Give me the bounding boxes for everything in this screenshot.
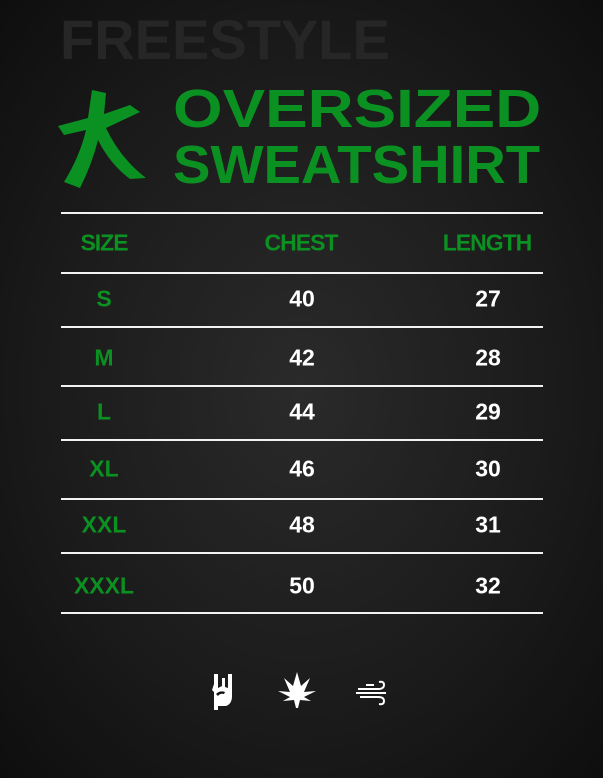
- size-cell: M: [94, 344, 114, 371]
- length-cell: 32: [475, 572, 501, 599]
- chest-cell: 48: [289, 511, 315, 538]
- divider: [61, 326, 543, 328]
- chest-cell: 40: [289, 285, 315, 312]
- title-line-1: OVERSIZED: [173, 79, 542, 139]
- size-cell: XXXL: [73, 572, 135, 599]
- length-cell: 28: [475, 344, 501, 371]
- divider: [61, 439, 543, 441]
- size-cell: L: [96, 398, 112, 425]
- size-cell: S: [96, 285, 112, 312]
- chest-cell: 50: [289, 572, 315, 599]
- divider: [61, 498, 543, 500]
- length-cell: 30: [475, 455, 501, 482]
- divider: [61, 552, 543, 554]
- wind-icon: [356, 680, 386, 706]
- logo-kanji-icon: [58, 90, 146, 188]
- size-cell: XXL: [81, 511, 127, 538]
- rock-hand-icon: [212, 674, 232, 710]
- length-cell: 27: [475, 285, 501, 312]
- background-watermark: FREESTYLE: [60, 8, 390, 71]
- length-cell: 29: [475, 398, 501, 425]
- header-length: LENGTH: [442, 229, 533, 256]
- cannabis-leaf-icon: [278, 672, 316, 708]
- divider: [61, 612, 543, 614]
- length-cell: 31: [475, 511, 501, 538]
- header-chest: CHEST: [264, 229, 339, 256]
- title-line-2: SWEATSHIRT: [173, 135, 541, 195]
- size-cell: XL: [89, 455, 119, 482]
- header-size: SIZE: [80, 229, 128, 256]
- chest-cell: 46: [289, 455, 315, 482]
- divider: [61, 385, 543, 387]
- divider: [61, 272, 543, 274]
- chest-cell: 42: [289, 344, 315, 371]
- chest-cell: 44: [289, 398, 315, 425]
- divider: [61, 212, 543, 214]
